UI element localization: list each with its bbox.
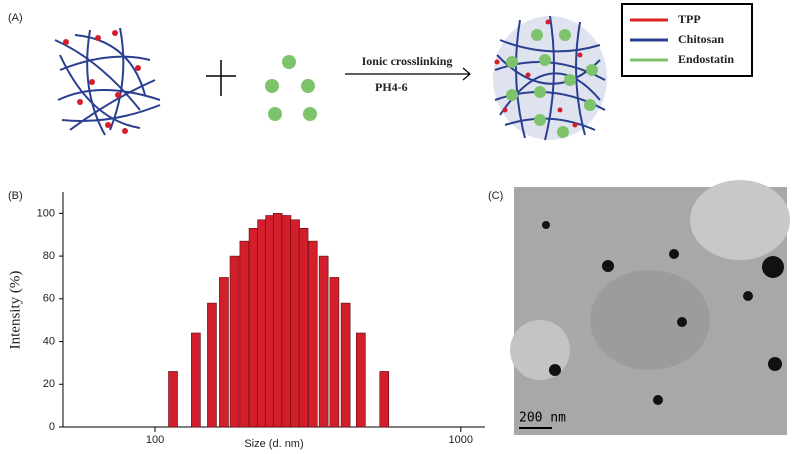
bar xyxy=(379,371,390,428)
bar xyxy=(191,332,201,428)
arrow-label: Ionic crosslinking xyxy=(362,54,453,68)
bar xyxy=(207,302,217,428)
y-tick-label: 0 xyxy=(49,421,55,433)
bar xyxy=(307,240,318,428)
bar xyxy=(248,228,259,428)
y-axis-label: Intensity (%) xyxy=(7,271,23,350)
bar xyxy=(239,240,250,428)
x-tick-label: 1000 xyxy=(449,434,473,446)
scale-bar-label: 200 nm xyxy=(519,411,566,426)
legend: TPP Chitosan Endostatin xyxy=(621,3,753,77)
bar xyxy=(290,219,300,428)
bar xyxy=(298,228,309,428)
y-tick-label: 60 xyxy=(43,293,55,305)
chitosan-network xyxy=(54,27,161,136)
legend-label: TPP xyxy=(678,12,701,26)
arrow xyxy=(345,67,471,81)
nanoparticle xyxy=(493,15,607,141)
bar xyxy=(168,371,178,428)
bar xyxy=(318,255,329,428)
plot: 0 20 40 60 80 100 100 1000 xyxy=(37,192,485,446)
bar xyxy=(219,277,229,428)
arrow-label: PH4-6 xyxy=(375,80,408,94)
y-tick-label: 80 xyxy=(43,250,55,262)
bar xyxy=(272,213,283,428)
bar xyxy=(281,215,292,428)
bar xyxy=(356,332,366,428)
bar xyxy=(329,277,340,428)
endostatin-dots xyxy=(265,55,317,121)
y-tick-label: 100 xyxy=(37,207,55,219)
panel-label: (B) xyxy=(8,190,23,202)
tpp-dots xyxy=(63,30,141,134)
plus-sign xyxy=(206,60,236,96)
y-tick-label: 40 xyxy=(43,335,55,347)
bar xyxy=(257,219,267,428)
legend-label: Chitosan xyxy=(678,32,724,46)
legend-label: Endostatin xyxy=(678,52,734,66)
bar xyxy=(340,302,351,428)
panel-label: (C) xyxy=(488,190,503,202)
y-tick-label: 20 xyxy=(43,378,55,390)
tem-image: 200 nm xyxy=(510,180,790,435)
x-axis-label: Size (d. nm) xyxy=(244,438,303,450)
bar xyxy=(229,255,240,428)
panel-label: (A) xyxy=(8,12,23,24)
x-tick-label: 100 xyxy=(146,434,164,446)
